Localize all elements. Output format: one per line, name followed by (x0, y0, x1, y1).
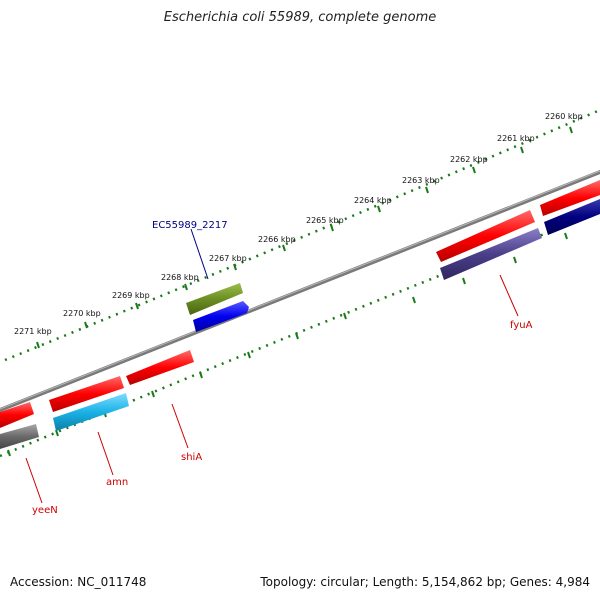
tick-label-2265: 2265 kbp (306, 216, 344, 225)
tick-label-2266: 2266 kbp (258, 235, 296, 244)
gene-feature-forward-red-1[interactable] (436, 210, 535, 262)
callout-yeen (25, 457, 43, 504)
gene-label-amn: amn (106, 477, 128, 488)
tick-label-2260: 2260 kbp (545, 112, 583, 121)
gene-feature-yeen[interactable] (0, 424, 39, 449)
accession-text: Accession: NC_011748 (10, 575, 147, 589)
gene-feature-amn[interactable] (53, 393, 129, 431)
tick-label-2261: 2261 kbp (497, 134, 535, 143)
callout-fyua (499, 274, 519, 317)
callout-shia (171, 403, 189, 449)
tick-label-2263: 2263 kbp (402, 176, 440, 185)
genome-backbone-highlight (0, 170, 600, 410)
inner-major-ticks (7, 232, 568, 457)
tick-label-2267: 2267 kbp (209, 254, 247, 263)
gene-feature-forward-red-5[interactable] (0, 402, 34, 428)
outer-major-ticks (36, 126, 573, 349)
callout-amn (97, 431, 114, 476)
outer-scale-track (4, 108, 600, 362)
gene-label-ec55989-2217: EC55989_2217 (152, 220, 228, 231)
tick-label-2270: 2270 kbp (63, 309, 101, 318)
gene-feature-reverse-blue-1[interactable] (193, 301, 249, 332)
gene-label-shia: shiA (181, 452, 202, 463)
gene-feature-forward-red-4[interactable] (49, 376, 124, 412)
tick-label-2269: 2269 kbp (112, 291, 150, 300)
gene-feature-forward-red-2[interactable] (540, 180, 600, 216)
gene-feature-forward-red-3[interactable] (126, 350, 194, 385)
gene-feature-fyua[interactable] (440, 228, 542, 280)
tick-label-2264: 2264 kbp (354, 196, 392, 205)
gene-feature-ec55989-2217[interactable] (186, 283, 243, 315)
callout-ec55989-2217 (190, 228, 209, 280)
map-title: Escherichia coli 55989, complete genome (163, 10, 437, 25)
genome-stats-text: Topology: circular; Length: 5,154,862 bp… (260, 575, 590, 589)
gene-feature-reverse-navy-1[interactable] (544, 199, 600, 235)
gene-label-yeen: yeeN (32, 505, 58, 516)
tick-label-2268: 2268 kbp (161, 273, 199, 282)
tick-label-2262: 2262 kbp (450, 155, 488, 164)
tick-label-2271: 2271 kbp (14, 327, 52, 336)
gene-label-fyua: fyuA (510, 320, 533, 331)
